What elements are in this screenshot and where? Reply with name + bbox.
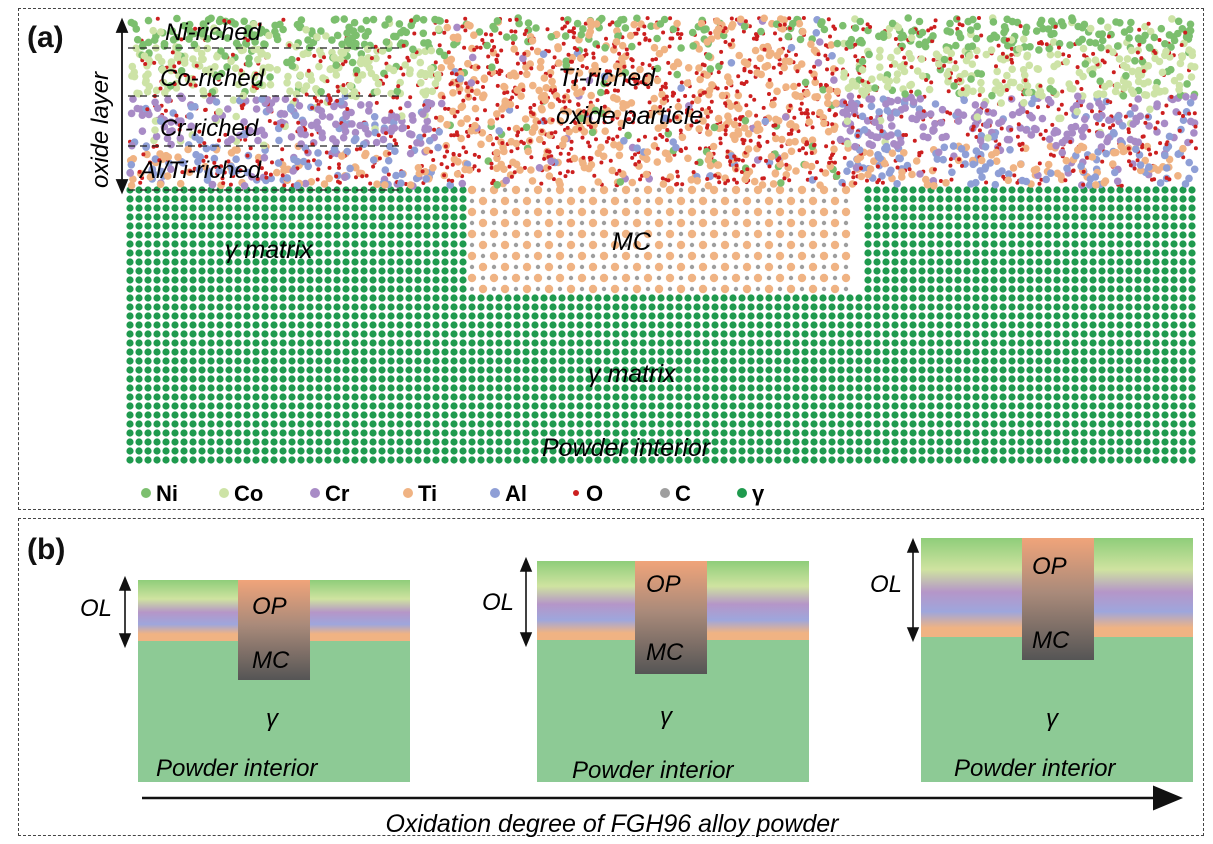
legend-swatch bbox=[490, 488, 500, 498]
matrix-label-left: γ matrix bbox=[225, 236, 314, 264]
oxide-layer-label: oxide layer bbox=[87, 71, 114, 188]
layer-dividers bbox=[128, 47, 400, 191]
legend-label: γ bbox=[752, 481, 765, 506]
legend-swatch bbox=[403, 488, 413, 498]
matrix-label-center: γ matrix bbox=[588, 360, 677, 388]
mc-label: MC bbox=[612, 228, 652, 256]
panel-b-label: (b) bbox=[27, 533, 66, 566]
legend-item-4: Al bbox=[490, 481, 527, 506]
layer-label-ni: Ni-riched bbox=[165, 19, 262, 46]
legend-label: Al bbox=[505, 481, 527, 506]
legend-label: Ti bbox=[418, 481, 437, 506]
legend-swatch bbox=[310, 488, 320, 498]
legend-swatch bbox=[141, 488, 151, 498]
legend-item-6: C bbox=[660, 481, 691, 506]
legend-label: Cr bbox=[325, 481, 350, 506]
legend-item-2: Cr bbox=[310, 481, 350, 506]
layer-label-cr: Cr-riched bbox=[160, 115, 259, 142]
legend-item-7: γ bbox=[737, 481, 765, 506]
legend-label: Co bbox=[234, 481, 263, 506]
atom-lattice bbox=[126, 14, 1199, 464]
legend-swatch bbox=[219, 488, 229, 498]
legend-label: C bbox=[675, 481, 691, 506]
legend-item-5: O bbox=[573, 481, 603, 506]
particle-label-1: Ti-riched bbox=[558, 64, 656, 92]
legend-swatch bbox=[737, 488, 747, 498]
panel-a-label: (a) bbox=[27, 21, 64, 54]
legend-swatch bbox=[573, 490, 579, 496]
legend-label: O bbox=[586, 481, 603, 506]
particle-label-2: oxide particle bbox=[556, 102, 703, 130]
oxide-layer-arrow bbox=[115, 17, 129, 195]
layer-label-alti: Al/Ti-riched bbox=[138, 157, 262, 184]
legend-label: Ni bbox=[156, 481, 178, 506]
legend-swatch bbox=[660, 488, 670, 498]
legend-item-3: Ti bbox=[403, 481, 437, 506]
legend-item-0: Ni bbox=[141, 481, 178, 506]
panel-a-diagram: oxide layer Ni-riched Co-riched Cr-riche… bbox=[87, 14, 1199, 506]
legend-item-1: Co bbox=[219, 481, 263, 506]
panel-a: (a) bbox=[18, 8, 1204, 510]
panel-b: (b) bbox=[18, 518, 1204, 836]
layer-label-co: Co-riched bbox=[160, 65, 265, 92]
interior-label: Powder interior bbox=[542, 434, 712, 462]
